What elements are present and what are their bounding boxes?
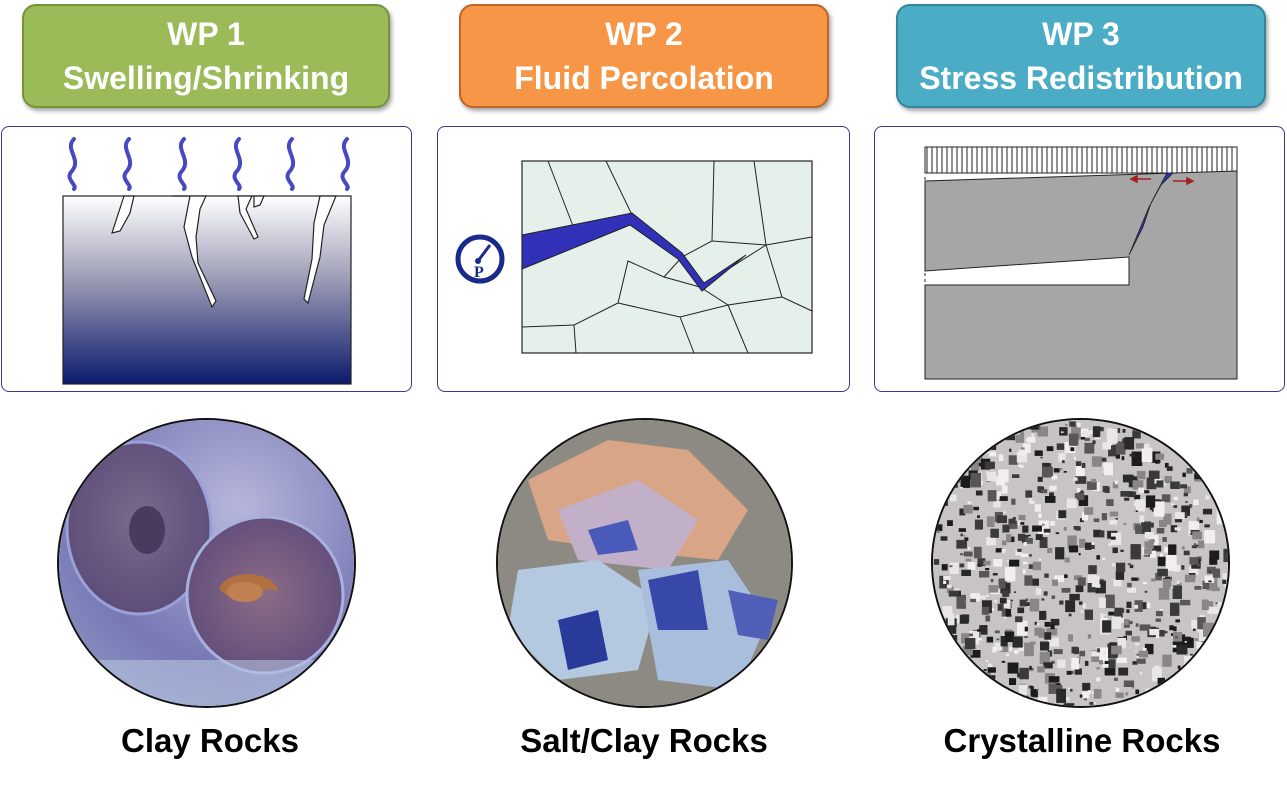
wp1-title: Swelling/Shrinking (62, 60, 350, 96)
wp3-header: WP 3 Stress Redistribution (896, 4, 1266, 108)
salt-clay-rocks-caption: Salt/Clay Rocks (520, 722, 768, 759)
gauge-symbol: P (474, 264, 484, 281)
wp2-label: WP 2 (605, 16, 683, 52)
salt-clay-rocks-photo (496, 418, 793, 708)
swelling-diagram (1, 126, 412, 392)
salt-clay-rocks-image (498, 420, 791, 706)
crystalline-rocks-caption: Crystalline Rocks (943, 722, 1221, 759)
clay-rocks-caption: Clay Rocks (121, 722, 299, 759)
crystalline-rocks-image (933, 420, 1228, 706)
displacement-arrows (1129, 174, 1195, 186)
swelling-diagram-svg (62, 137, 352, 385)
rock-mass (924, 170, 1238, 380)
percolation-diagram-svg: P (455, 160, 813, 354)
stress-diagram-svg (924, 146, 1238, 380)
wp1-label: WP 1 (167, 16, 245, 52)
wp1-header: WP 1 Swelling/Shrinking (22, 4, 390, 108)
percolation-diagram: P (437, 126, 850, 392)
pressure-gauge: P (455, 234, 505, 284)
load-hatching (924, 146, 1238, 174)
crystalline-rocks-photo (931, 418, 1230, 708)
vapor-squiggles (67, 137, 351, 191)
wp3-title: Stress Redistribution (919, 60, 1243, 96)
grain-network (521, 160, 813, 354)
wp3-label: WP 3 (1042, 16, 1120, 52)
wp2-header: WP 2 Fluid Percolation (459, 4, 829, 108)
clay-block (62, 195, 352, 385)
clay-rocks-image (59, 420, 354, 706)
wp2-title: Fluid Percolation (514, 60, 774, 96)
clay-rocks-photo (57, 418, 356, 708)
fluid-fracture (521, 212, 747, 292)
stress-fracture (1128, 172, 1174, 256)
stress-diagram (874, 126, 1285, 392)
